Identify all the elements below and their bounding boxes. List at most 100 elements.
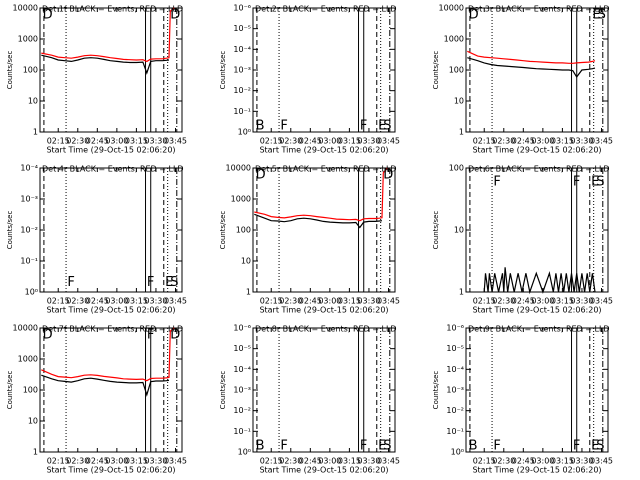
x-tick-label: 03:15 <box>338 297 361 306</box>
x-tick-label: 03:15 <box>125 457 148 466</box>
event-label: D <box>43 327 53 342</box>
y-tick-label: 1 <box>33 448 38 457</box>
chart-title: Det 4r BLACK = Events, RED = LLD <box>42 165 184 174</box>
y-tick-label: 10⁻⁶ <box>233 324 251 333</box>
event-label: F <box>67 275 74 290</box>
event-label: F <box>573 438 580 453</box>
x-tick-label: 02:45 <box>512 297 535 306</box>
y-tick-label: 10⁻¹ <box>20 257 38 266</box>
x-axis-label: Start Time (29-Oct-15 02:06:20) <box>46 146 175 155</box>
series-line <box>467 50 596 64</box>
y-tick-label: 10⁻¹ <box>233 427 251 436</box>
y-tick-label: 10⁰ <box>238 128 251 137</box>
x-tick-label: 02:30 <box>279 137 302 146</box>
x-tick-label: 03:45 <box>377 297 400 306</box>
chart-title: Det 7f BLACK = Events, RED = LLD <box>42 325 183 334</box>
y-tick-label: 1000 <box>18 35 38 44</box>
x-tick-label: 03:15 <box>125 137 148 146</box>
y-tick-label: 10 <box>28 97 38 106</box>
y-tick-label: 1 <box>459 128 464 137</box>
x-axis-label: Start Time (29-Oct-15 02:06:20) <box>259 466 388 475</box>
x-axis-label: Start Time (29-Oct-15 02:06:20) <box>472 306 601 315</box>
series-line <box>41 327 175 382</box>
x-axis-label: Start Time (29-Oct-15 02:06:20) <box>259 306 388 315</box>
x-tick-label: 02:30 <box>492 457 515 466</box>
x-axis-label: Start Time (29-Oct-15 02:06:20) <box>46 306 175 315</box>
series-line <box>41 54 170 75</box>
event-label: S <box>598 7 606 22</box>
chart-title: Det 9r BLACK = Events, RED = LLD <box>468 325 610 334</box>
y-tick-label: 1000 <box>231 195 251 204</box>
x-tick-label: 02:30 <box>66 457 89 466</box>
x-tick-label: 02:45 <box>512 457 535 466</box>
x-tick-label: 03:30 <box>570 457 593 466</box>
x-tick-label: 03:30 <box>570 297 593 306</box>
event-label: F <box>360 438 367 453</box>
y-tick-label: 1 <box>459 288 464 297</box>
y-tick-label: 10⁻¹ <box>233 107 251 116</box>
x-tick-label: 03:15 <box>125 297 148 306</box>
event-label: S <box>170 275 178 290</box>
event-label: S <box>596 438 604 453</box>
chart-title: Det 6r BLACK = Events, RED = LLD <box>468 165 610 174</box>
x-tick-label: 02:45 <box>299 297 322 306</box>
x-tick-label: 03:15 <box>551 137 574 146</box>
x-tick-label: 02:30 <box>492 297 515 306</box>
y-tick-label: 1000 <box>444 35 464 44</box>
x-tick-label: 03:30 <box>357 457 380 466</box>
event-label: F <box>147 327 154 342</box>
x-tick-label: 03:15 <box>338 457 361 466</box>
x-tick-label: 02:15 <box>260 457 283 466</box>
y-tick-label: 10⁻⁴ <box>20 164 38 173</box>
chart-title: Det 3r BLACK = Events, RED = LLD <box>468 5 610 14</box>
y-tick-label: 10⁻⁶ <box>446 324 464 333</box>
event-label: S <box>596 174 604 189</box>
y-tick-label: 100 <box>23 66 38 75</box>
x-tick-label: 03:30 <box>144 457 167 466</box>
chart-title: Det 8r BLACK = Events, RED = LLD <box>255 325 397 334</box>
x-tick-label: 02:30 <box>492 137 515 146</box>
y-tick-label: 100 <box>23 386 38 395</box>
event-label: D <box>383 167 393 182</box>
y-axis-label: Counts/sec <box>219 211 227 250</box>
y-tick-label: 1 <box>33 128 38 137</box>
x-axis-label: Start Time (29-Oct-15 02:06:20) <box>472 466 601 475</box>
x-tick-label: 03:45 <box>164 137 187 146</box>
x-tick-label: 03:30 <box>357 297 380 306</box>
event-label: E <box>378 438 386 453</box>
x-tick-label: 03:45 <box>377 457 400 466</box>
event-label: F <box>493 438 500 453</box>
y-tick-label: 10⁻² <box>233 406 251 415</box>
y-tick-label: 10000 <box>439 4 464 13</box>
event-label: E <box>378 118 386 133</box>
x-tick-label: 02:15 <box>260 297 283 306</box>
event-label: E <box>592 7 600 22</box>
series-line <box>254 167 388 222</box>
series-line <box>254 213 383 229</box>
event-label: E <box>591 174 599 189</box>
x-tick-label: 03:15 <box>338 137 361 146</box>
y-tick-label: 10 <box>28 417 38 426</box>
y-tick-label: 10⁰ <box>238 448 251 457</box>
y-tick-label: 10⁰ <box>451 448 464 457</box>
x-tick-label: 03:45 <box>377 137 400 146</box>
x-tick-label: 02:45 <box>86 137 109 146</box>
y-axis-label: Counts/sec <box>432 51 440 90</box>
x-tick-label: 02:15 <box>473 137 496 146</box>
x-tick-label: 02:15 <box>473 297 496 306</box>
x-tick-label: 03:45 <box>164 457 187 466</box>
y-axis-label: Counts/sec <box>432 211 440 250</box>
y-tick-label: 10⁻¹ <box>446 427 464 436</box>
event-label: B <box>256 118 265 133</box>
event-label: F <box>493 174 500 189</box>
y-tick-label: 10⁻³ <box>233 66 251 75</box>
y-tick-label: 10⁻⁶ <box>233 4 251 13</box>
x-tick-label: 02:30 <box>279 457 302 466</box>
x-tick-label: 03:45 <box>590 137 613 146</box>
event-label: S <box>383 438 391 453</box>
x-tick-label: 03:30 <box>144 297 167 306</box>
x-tick-label: 03:00 <box>531 137 554 146</box>
event-label: D <box>170 327 180 342</box>
series-line <box>467 57 596 78</box>
